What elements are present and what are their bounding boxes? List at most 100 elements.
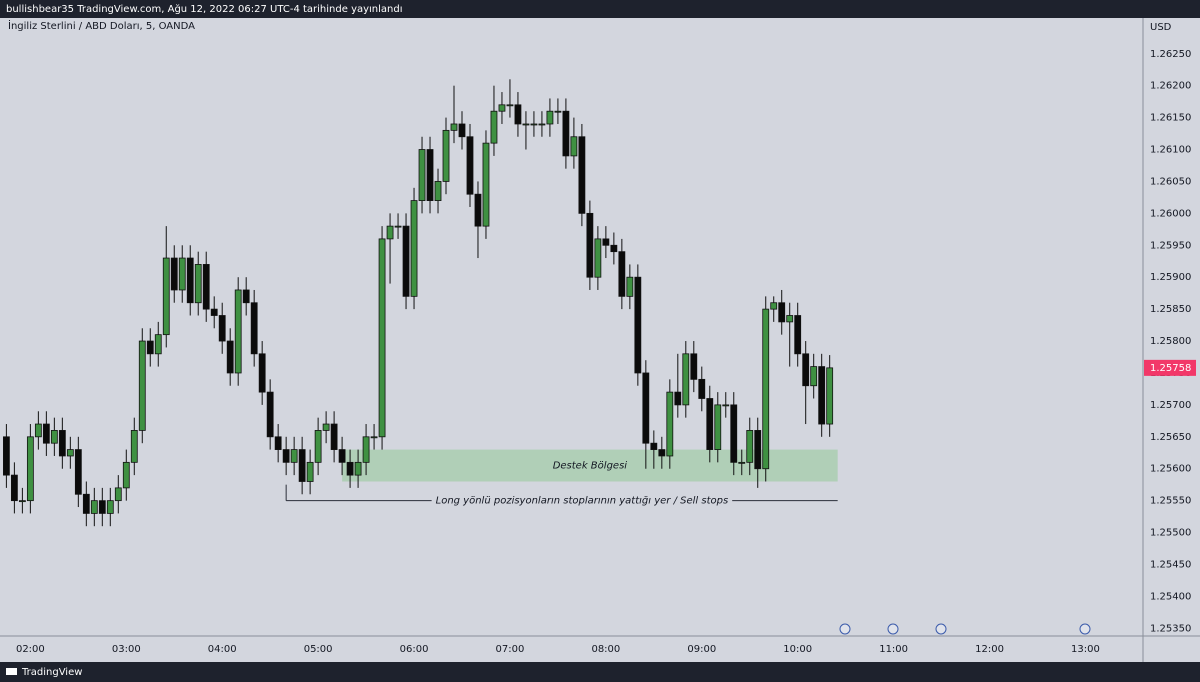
y-tick-label: 1.25350 <box>1150 623 1191 634</box>
candle-body <box>362 436 370 463</box>
candle-body <box>746 430 754 463</box>
candle-body <box>354 461 362 476</box>
bottom-bar <box>0 662 1200 682</box>
y-tick-label: 1.26200 <box>1150 81 1191 92</box>
candle-body <box>370 436 378 439</box>
candle-body <box>242 289 250 304</box>
candle-body <box>594 238 602 278</box>
x-tick-label: 05:00 <box>304 644 333 655</box>
candle-body <box>338 449 346 463</box>
last-price-label: 1.25758 <box>1150 363 1191 374</box>
candle-body <box>58 430 66 457</box>
x-tick-label: 12:00 <box>975 644 1004 655</box>
candle-body <box>442 129 450 182</box>
y-tick-label: 1.25850 <box>1150 304 1191 315</box>
y-tick-label: 1.25800 <box>1150 336 1191 347</box>
candle-body <box>314 430 322 463</box>
candle-body <box>266 391 274 438</box>
candle-body <box>802 353 810 387</box>
candle-body <box>530 123 538 126</box>
candle-body <box>122 461 130 489</box>
y-tick-label: 1.25600 <box>1150 464 1191 475</box>
candle-body <box>706 398 714 450</box>
candle-body <box>114 487 122 502</box>
candle-body <box>602 238 610 246</box>
candle-body <box>162 257 170 336</box>
candle-body <box>762 308 770 470</box>
candle-body <box>554 110 562 113</box>
last-price-box <box>1144 359 1196 376</box>
candle-body <box>146 340 154 355</box>
candle-body <box>578 136 586 214</box>
candle-body <box>50 430 58 444</box>
top-bar <box>0 0 1200 18</box>
candle-body <box>194 264 202 304</box>
candle-body <box>154 334 162 355</box>
candle-body <box>274 436 282 450</box>
event-icon[interactable] <box>1079 623 1091 635</box>
x-tick-label: 03:00 <box>112 644 141 655</box>
y-tick-label: 1.25900 <box>1150 272 1191 283</box>
candle-body <box>458 123 466 138</box>
candle-body <box>642 372 650 444</box>
candle-body <box>378 238 386 438</box>
candle-body <box>626 276 634 297</box>
candle-body <box>722 404 730 407</box>
candle-body <box>226 340 234 374</box>
candle-body <box>826 367 834 425</box>
x-tick-label: 07:00 <box>496 644 525 655</box>
x-tick-label: 11:00 <box>879 644 908 655</box>
candle-body <box>434 181 442 201</box>
candle-body <box>674 391 682 406</box>
candle-body <box>682 353 690 406</box>
candle-body <box>546 110 554 125</box>
x-tick-label: 10:00 <box>783 644 812 655</box>
candle-body <box>66 449 74 457</box>
candle-body <box>570 136 578 157</box>
candle-body <box>818 366 826 425</box>
event-icon[interactable] <box>887 623 899 635</box>
candle-body <box>298 449 306 482</box>
candle-body <box>418 149 426 201</box>
y-tick-label: 1.25950 <box>1150 240 1191 251</box>
y-tick-label: 1.25550 <box>1150 496 1191 507</box>
candle-body <box>90 500 98 514</box>
y-tick-label: 1.26100 <box>1150 145 1191 156</box>
candle-body <box>18 500 26 503</box>
candle-body <box>754 430 762 470</box>
event-icons <box>839 623 1091 635</box>
candle-body <box>322 423 330 431</box>
symbol-label: İngiliz Sterlini / ABD Doları, 5, OANDA <box>8 19 195 32</box>
candle-body <box>186 257 194 304</box>
candle-body <box>658 449 666 457</box>
candle-body <box>730 404 738 463</box>
candle-body <box>466 136 474 195</box>
plot: 1.25350 1.25400 1.25450 1.25500 1.25550 1.256… <box>2 49 1196 655</box>
y-tick-label: 1.25500 <box>1150 528 1191 539</box>
event-icon[interactable] <box>839 623 851 635</box>
candle-body <box>210 308 218 316</box>
y-tick-label: 1.26150 <box>1150 113 1191 124</box>
candle-body <box>586 212 594 278</box>
candle-body <box>306 461 314 482</box>
candle-body <box>650 442 658 450</box>
candle-body <box>698 378 706 399</box>
candle-body <box>10 474 18 502</box>
candle-body <box>794 315 802 355</box>
candle-body <box>178 257 186 291</box>
brand: TradingView <box>21 667 82 678</box>
publish-info: bullishbear35 TradingView.com, Ağu 12, 2… <box>6 3 403 15</box>
x-tick-label: 04:00 <box>208 644 237 655</box>
candle-body <box>482 142 490 227</box>
candle-body <box>42 423 50 444</box>
candle-body <box>218 315 226 342</box>
candle-body <box>202 264 210 310</box>
candle-body <box>138 340 146 431</box>
x-tick-label: 13:00 <box>1071 644 1100 655</box>
candle-body <box>714 404 722 450</box>
candle-body <box>170 257 178 291</box>
event-icon[interactable] <box>935 623 947 635</box>
candle-body <box>346 461 354 476</box>
x-tick-label: 02:00 <box>16 644 45 655</box>
candle-body <box>402 225 410 297</box>
